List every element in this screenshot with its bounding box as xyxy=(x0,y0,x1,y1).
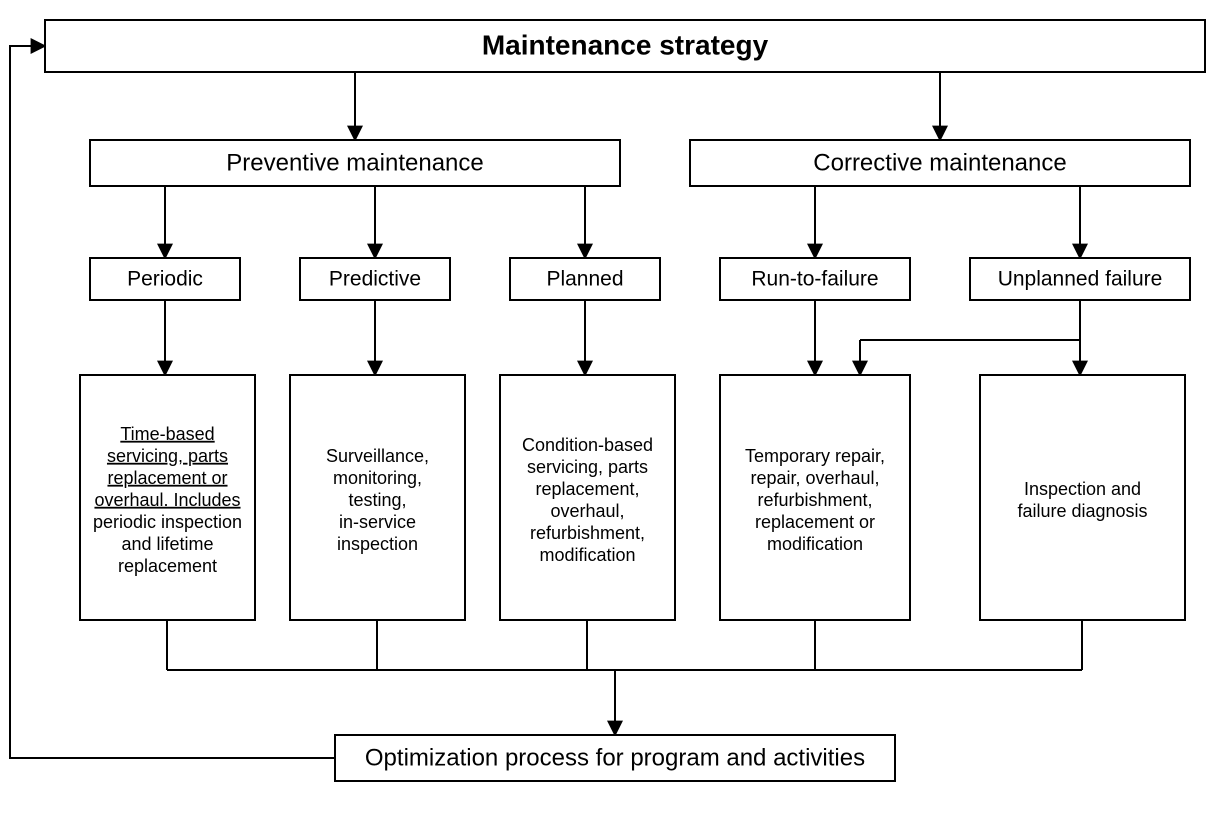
node-preventive: Preventive maintenance xyxy=(90,140,620,186)
svg-text:Preventive maintenance: Preventive maintenance xyxy=(226,149,483,176)
node-desc_planned: Condition-basedservicing, partsreplaceme… xyxy=(500,375,675,620)
svg-text:Planned: Planned xyxy=(546,268,623,291)
maintenance-strategy-diagram: Maintenance strategy Preventive maintenan… xyxy=(0,0,1222,815)
node-root: Maintenance strategy xyxy=(45,20,1205,72)
node-optimization: Optimization process for program and act… xyxy=(335,735,895,781)
node-desc_predictive: Surveillance,monitoring,testing,in-servi… xyxy=(290,375,465,620)
svg-text:Unplanned failure: Unplanned failure xyxy=(998,268,1163,291)
node-desc_periodic: Time-basedservicing, partsreplacement or… xyxy=(80,375,255,620)
nodes-layer: Maintenance strategy Preventive maintenan… xyxy=(45,20,1205,781)
svg-text:Corrective maintenance: Corrective maintenance xyxy=(813,149,1066,176)
node-desc_unplanned: Inspection andfailure diagnosis xyxy=(980,375,1185,620)
node-unplanned: Unplanned failure xyxy=(970,258,1190,300)
node-planned: Planned xyxy=(510,258,660,300)
svg-text:Predictive: Predictive xyxy=(329,268,421,291)
node-periodic: Periodic xyxy=(90,258,240,300)
node-predictive: Predictive xyxy=(300,258,450,300)
svg-text:Maintenance strategy: Maintenance strategy xyxy=(482,29,769,60)
node-runfail: Run-to-failure xyxy=(720,258,910,300)
svg-text:Run-to-failure: Run-to-failure xyxy=(751,268,878,291)
node-corrective: Corrective maintenance xyxy=(690,140,1190,186)
svg-text:Periodic: Periodic xyxy=(127,268,203,291)
node-desc_runfail: Temporary repair,repair, overhaul,refurb… xyxy=(720,375,910,620)
svg-text:Optimization process for progr: Optimization process for program and act… xyxy=(365,744,865,771)
